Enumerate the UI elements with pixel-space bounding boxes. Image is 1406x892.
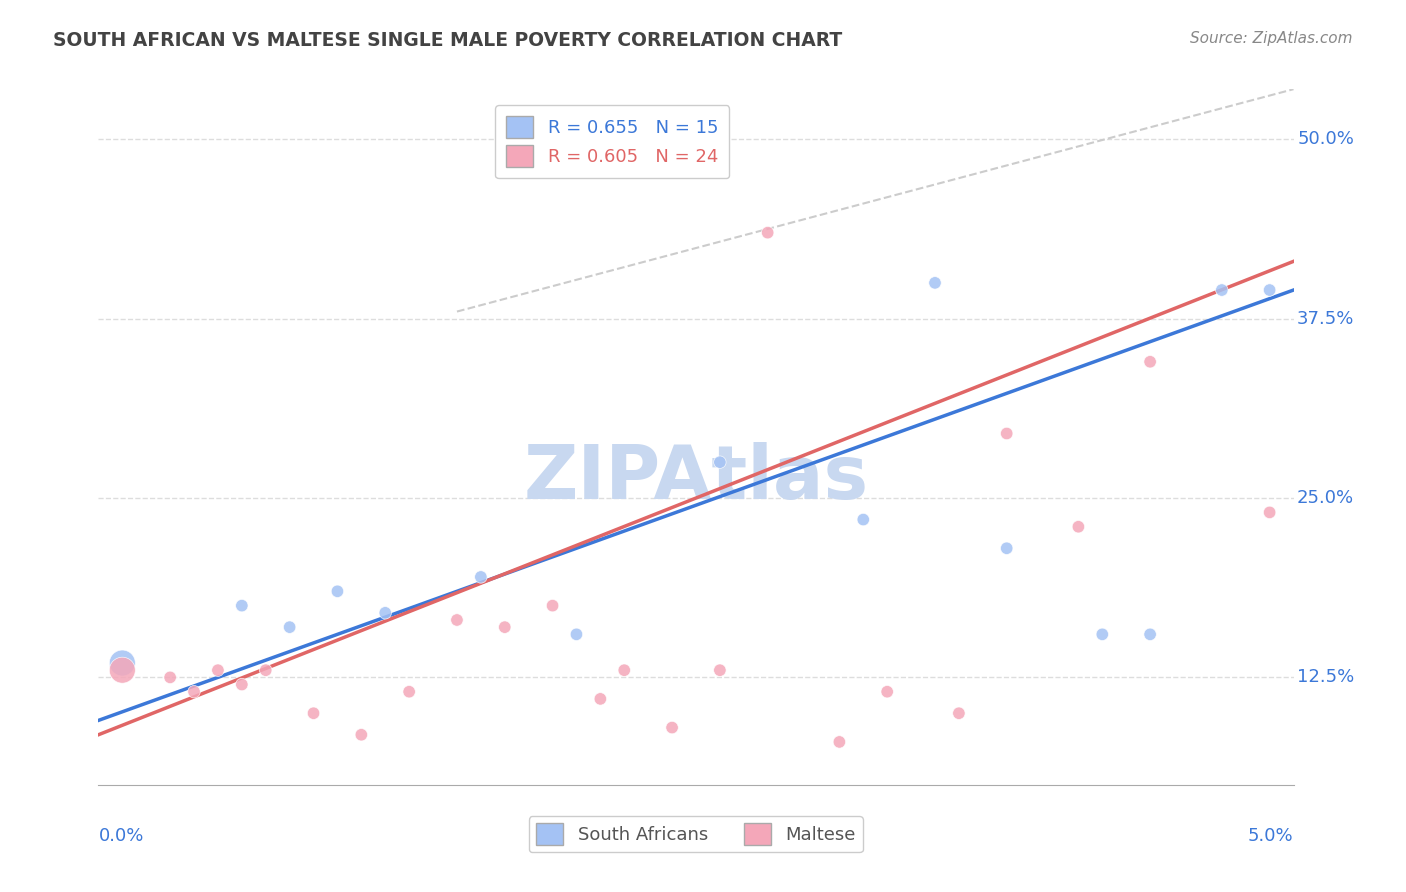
Text: 25.0%: 25.0% <box>1298 489 1354 507</box>
Point <box>159 670 181 684</box>
Point <box>470 570 492 584</box>
Point <box>995 541 1018 556</box>
Point <box>613 663 636 677</box>
Point <box>565 627 588 641</box>
Point <box>207 663 229 677</box>
Point <box>1211 283 1233 297</box>
Point <box>756 226 779 240</box>
Point <box>111 663 134 677</box>
Point <box>326 584 349 599</box>
Text: 50.0%: 50.0% <box>1298 130 1354 148</box>
Point <box>709 455 731 469</box>
Legend: South Africans, Maltese: South Africans, Maltese <box>529 816 863 853</box>
Point <box>828 735 851 749</box>
Point <box>231 677 253 691</box>
Text: SOUTH AFRICAN VS MALTESE SINGLE MALE POVERTY CORRELATION CHART: SOUTH AFRICAN VS MALTESE SINGLE MALE POV… <box>53 31 842 50</box>
Text: 37.5%: 37.5% <box>1298 310 1354 327</box>
Point <box>231 599 253 613</box>
Text: ZIPAtlas: ZIPAtlas <box>523 442 869 516</box>
Point <box>446 613 468 627</box>
Point <box>1091 627 1114 641</box>
Point <box>589 692 612 706</box>
Point <box>278 620 301 634</box>
Point <box>661 721 683 735</box>
Point <box>398 684 420 698</box>
Point <box>995 426 1018 441</box>
Point <box>948 706 970 721</box>
Point <box>111 656 134 670</box>
Point <box>541 599 564 613</box>
Point <box>1258 283 1281 297</box>
Point <box>924 276 946 290</box>
Text: 5.0%: 5.0% <box>1249 827 1294 845</box>
Point <box>852 512 875 526</box>
Point <box>1139 355 1161 369</box>
Text: Source: ZipAtlas.com: Source: ZipAtlas.com <box>1189 31 1353 46</box>
Text: 12.5%: 12.5% <box>1298 668 1354 686</box>
Point <box>1139 627 1161 641</box>
Point <box>1258 505 1281 519</box>
Point <box>1067 520 1090 534</box>
Point <box>254 663 277 677</box>
Point <box>876 684 898 698</box>
Point <box>302 706 325 721</box>
Point <box>374 606 396 620</box>
Point <box>350 728 373 742</box>
Point <box>494 620 516 634</box>
Point <box>709 663 731 677</box>
Point <box>183 684 205 698</box>
Text: 0.0%: 0.0% <box>98 827 143 845</box>
